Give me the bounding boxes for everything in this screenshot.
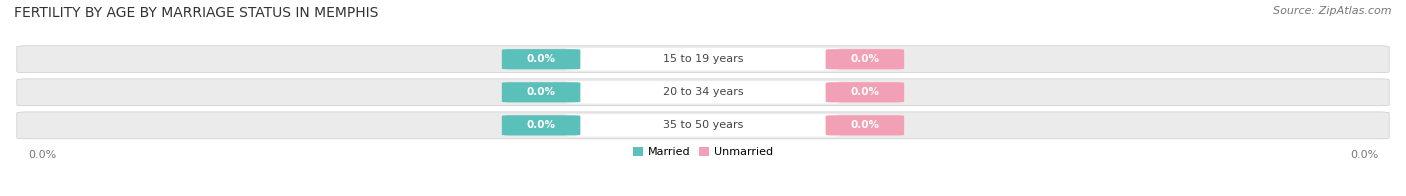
Text: 0.0%: 0.0% [851, 120, 879, 130]
Text: 20 to 34 years: 20 to 34 years [662, 87, 744, 97]
FancyBboxPatch shape [567, 81, 839, 103]
FancyBboxPatch shape [17, 112, 1389, 139]
FancyBboxPatch shape [567, 48, 839, 70]
Text: Source: ZipAtlas.com: Source: ZipAtlas.com [1274, 6, 1392, 16]
FancyBboxPatch shape [17, 79, 1389, 106]
FancyBboxPatch shape [825, 82, 904, 102]
FancyBboxPatch shape [502, 49, 581, 69]
Text: 35 to 50 years: 35 to 50 years [662, 120, 744, 130]
Text: 0.0%: 0.0% [851, 87, 879, 97]
FancyBboxPatch shape [825, 115, 904, 135]
Text: FERTILITY BY AGE BY MARRIAGE STATUS IN MEMPHIS: FERTILITY BY AGE BY MARRIAGE STATUS IN M… [14, 6, 378, 20]
FancyBboxPatch shape [502, 82, 581, 102]
FancyBboxPatch shape [825, 49, 904, 69]
FancyBboxPatch shape [17, 46, 1389, 73]
Text: 0.0%: 0.0% [28, 150, 56, 160]
Text: 0.0%: 0.0% [851, 54, 879, 64]
FancyBboxPatch shape [502, 115, 581, 135]
Legend: Married, Unmarried: Married, Unmarried [628, 142, 778, 162]
Text: 0.0%: 0.0% [527, 87, 555, 97]
Text: 0.0%: 0.0% [527, 54, 555, 64]
Text: 15 to 19 years: 15 to 19 years [662, 54, 744, 64]
FancyBboxPatch shape [567, 114, 839, 137]
Text: 0.0%: 0.0% [1350, 150, 1378, 160]
Text: 0.0%: 0.0% [527, 120, 555, 130]
